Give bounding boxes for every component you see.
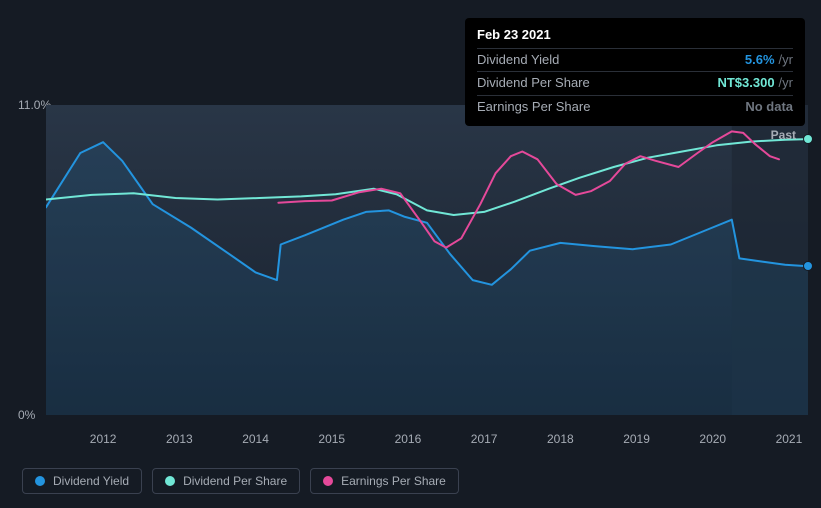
legend: Dividend Yield Dividend Per Share Earnings… xyxy=(22,468,459,494)
x-axis-tick: 2021 xyxy=(776,432,803,446)
x-axis-tick: 2015 xyxy=(318,432,345,446)
tooltip-row-label: Dividend Per Share xyxy=(477,74,590,92)
tooltip-row-value: No data xyxy=(745,98,793,116)
chart-tooltip: Feb 23 2021 Dividend Yield5.6%/yrDividen… xyxy=(465,18,805,126)
tooltip-row-label: Dividend Yield xyxy=(477,51,559,69)
plot-area[interactable] xyxy=(46,105,808,415)
x-axis-tick: 2012 xyxy=(90,432,117,446)
legend-dot-icon xyxy=(165,476,175,486)
x-axis-tick: 2013 xyxy=(166,432,193,446)
dividend_per_share-end-dot xyxy=(803,134,813,144)
chart-svg xyxy=(46,105,808,415)
legend-item-dividend_yield[interactable]: Dividend Yield xyxy=(22,468,142,494)
dividend_yield-end-dot xyxy=(803,261,813,271)
x-axis-tick: 2017 xyxy=(471,432,498,446)
y-axis-tick: 0% xyxy=(18,408,35,422)
past-label: Past xyxy=(771,128,796,142)
x-axis-tick: 2016 xyxy=(395,432,422,446)
legend-item-dividend_per_share[interactable]: Dividend Per Share xyxy=(152,468,300,494)
tooltip-row-suffix: /yr xyxy=(779,74,793,92)
legend-item-earnings_per_share[interactable]: Earnings Per Share xyxy=(310,468,459,494)
tooltip-row-label: Earnings Per Share xyxy=(477,98,590,116)
legend-label: Dividend Per Share xyxy=(183,474,287,488)
legend-label: Dividend Yield xyxy=(53,474,129,488)
x-axis-tick: 2020 xyxy=(699,432,726,446)
tooltip-row: Dividend Yield 5.6% /yr xyxy=(477,48,793,71)
tooltip-row-value: NT$3.300 xyxy=(717,74,774,92)
legend-dot-icon xyxy=(35,476,45,486)
tooltip-date: Feb 23 2021 xyxy=(477,26,793,44)
tooltip-row: Earnings Per Share No data xyxy=(477,95,793,118)
tooltip-row-value: 5.6% xyxy=(745,51,775,69)
x-axis-tick: 2014 xyxy=(242,432,269,446)
x-axis-tick: 2018 xyxy=(547,432,574,446)
tooltip-row: Dividend Per Share NT$3.300/yr xyxy=(477,71,793,94)
legend-label: Earnings Per Share xyxy=(341,474,446,488)
chart-area: 11.0%0% xyxy=(18,105,808,445)
tooltip-row-suffix: /yr xyxy=(779,51,793,69)
x-axis-tick: 2019 xyxy=(623,432,650,446)
legend-dot-icon xyxy=(323,476,333,486)
